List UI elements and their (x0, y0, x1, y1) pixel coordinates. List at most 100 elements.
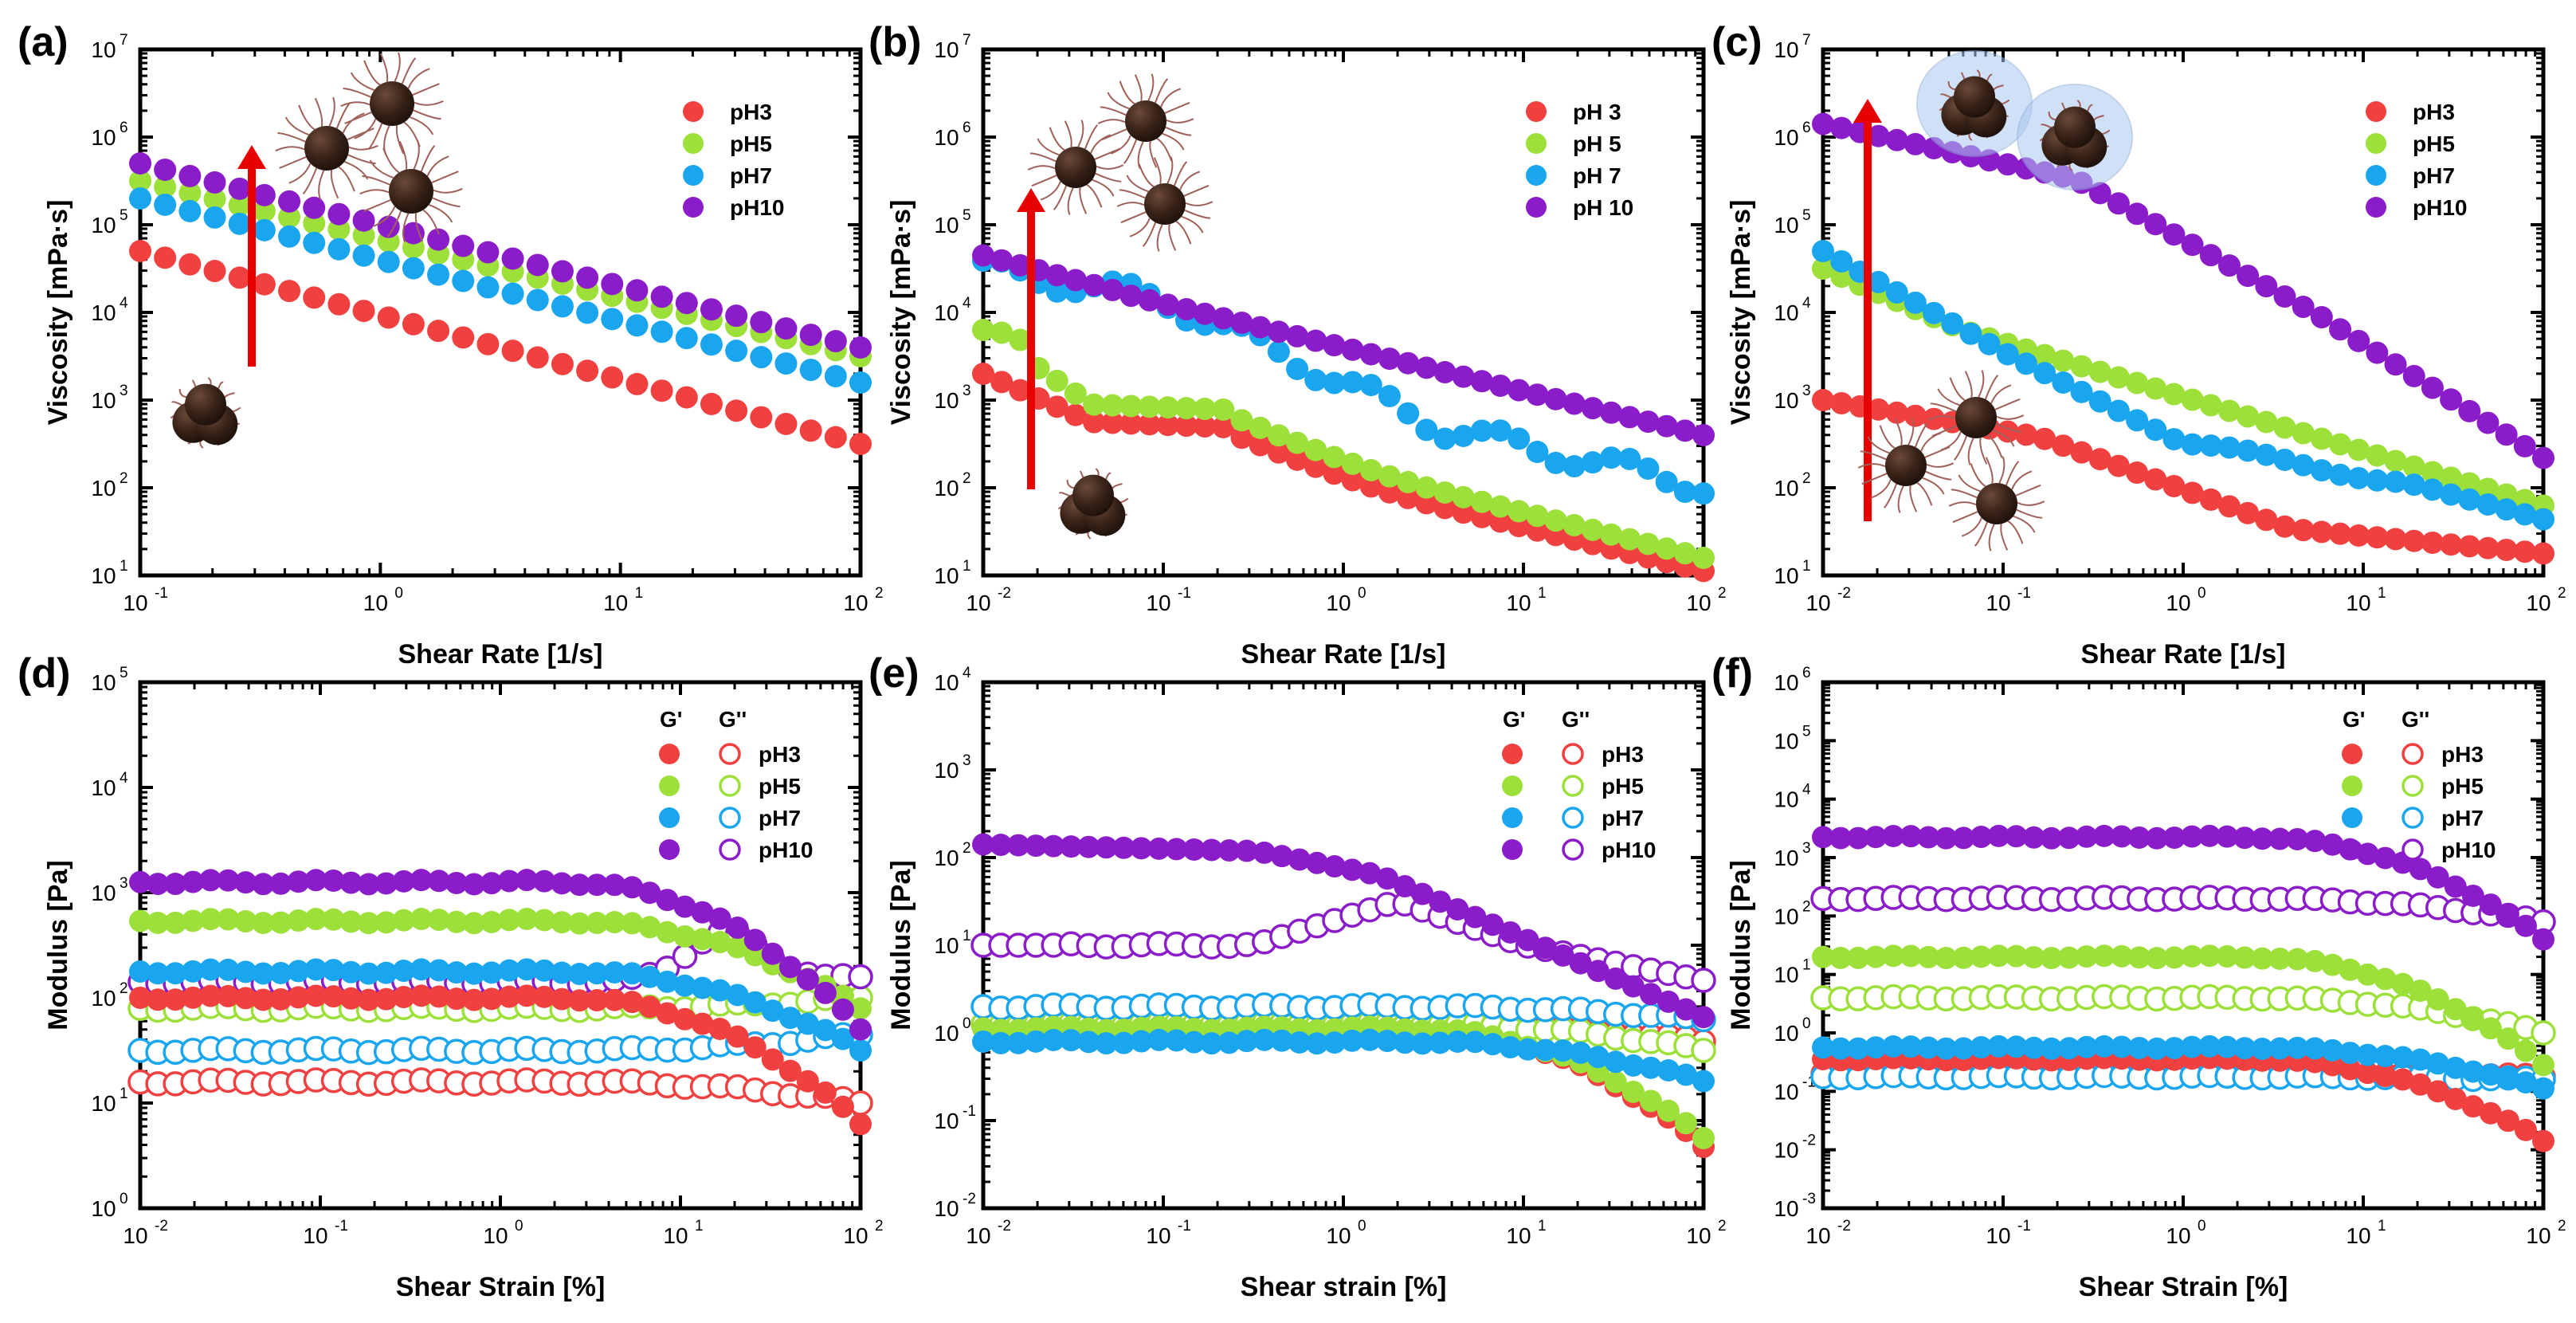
data-point (129, 960, 151, 983)
data-point (1194, 398, 1217, 421)
data-point (603, 961, 626, 984)
data-point (1864, 1036, 1888, 1059)
data-point (2237, 405, 2260, 428)
data-point (1378, 481, 1401, 504)
data-point (1341, 469, 1364, 492)
y-tick-label: 10 (934, 563, 959, 588)
data-point (778, 1059, 802, 1082)
data-point (1433, 497, 1457, 520)
series-pH7G (1812, 1034, 2554, 1100)
polymer-chain (1111, 483, 1123, 492)
polymer-chain (426, 155, 449, 177)
legend-marker-open (1562, 775, 1584, 797)
data-point (427, 263, 450, 286)
data-point (234, 910, 257, 933)
data-point (1674, 1063, 1697, 1086)
data-point (1673, 419, 1696, 442)
polymer-chain (1916, 481, 1933, 506)
data-point (824, 330, 847, 353)
data-point (849, 997, 872, 1020)
legend-marker (683, 197, 704, 218)
data-point (154, 175, 177, 198)
data-point (2092, 824, 2115, 847)
polymer-chain (275, 146, 305, 152)
data-point (1286, 324, 1309, 347)
data-point (1429, 890, 1452, 913)
data-point (304, 869, 327, 892)
x-tick-label: 10 (2346, 1223, 2370, 1248)
polymer-chain (1040, 181, 1061, 201)
data-point (2237, 265, 2260, 288)
data-point (1411, 1032, 1434, 1055)
x-tick-label: 10 (1506, 1223, 1531, 1248)
x-tick-exponent: -2 (155, 1218, 168, 1235)
y-tick-exponent: 0 (1802, 1015, 1811, 1032)
x-tick-label: 10 (1806, 1223, 1830, 1248)
data-point (445, 871, 468, 894)
data-point (2292, 453, 2315, 477)
polymer-chain (1147, 73, 1155, 101)
y-tick-exponent: 4 (120, 295, 128, 312)
data-point (675, 292, 698, 315)
data-point (1534, 1038, 1557, 1062)
data-point (1900, 944, 1923, 968)
legend-marker-open (1562, 838, 1584, 861)
data-point (586, 873, 609, 897)
y-axis-label: Viscosity [mPa·s] (886, 200, 916, 426)
data-point (1286, 448, 1309, 471)
data-point (2329, 318, 2352, 341)
data-point (1411, 882, 1434, 905)
data-point (700, 298, 723, 321)
legend-label: pH3 (2441, 742, 2484, 767)
data-point (2479, 1101, 2502, 1125)
data-point (2532, 446, 2554, 469)
data-point (2075, 945, 2098, 968)
panel-label: (d) (18, 650, 70, 697)
y-tick-label: 10 (1774, 904, 1798, 928)
data-point (1174, 397, 1198, 420)
data-point (2022, 946, 2045, 969)
data-point (178, 253, 202, 276)
data-point (1569, 1041, 1592, 1064)
red-arrow-head (1853, 99, 1882, 123)
data-point (228, 177, 251, 200)
data-point (673, 925, 696, 948)
polymer-chain (431, 171, 459, 184)
data-point (1489, 374, 1512, 397)
data-point (1464, 1031, 1487, 1054)
data-point (1935, 826, 1958, 850)
data-point (2126, 371, 2149, 395)
data-point (1621, 975, 1645, 998)
x-tick-label: 10 (966, 1223, 990, 1248)
data-point (1212, 307, 1235, 330)
legend-marker (1526, 101, 1547, 122)
data-point (1305, 1032, 1328, 1055)
y-tick-label: 10 (1774, 728, 1798, 753)
data-point (2292, 519, 2315, 542)
legend-marker-filled (2342, 807, 2362, 828)
data-point (1639, 1056, 1662, 1079)
series-pH10G (1812, 824, 2554, 951)
polymer-chain (1181, 215, 1204, 234)
data-point (2532, 928, 2554, 951)
legend-label: pH7 (2413, 163, 2455, 188)
data-point (1812, 826, 1834, 849)
data-point (339, 960, 363, 983)
data-point (1323, 462, 1346, 485)
data-point (1917, 1036, 1940, 1059)
polymer-chain (1031, 175, 1057, 187)
data-point (392, 960, 415, 983)
y-tick-exponent: 1 (120, 558, 128, 575)
x-tick-label: 10 (1686, 591, 1711, 615)
y-tick-label: 10 (934, 670, 959, 695)
y-tick-exponent: 6 (1802, 120, 1811, 136)
polymer-chain (348, 144, 378, 151)
data-point (1253, 841, 1276, 864)
y-tick-label: 10 (91, 1091, 116, 1116)
polymer-chain (1883, 483, 1898, 508)
data-point (533, 959, 556, 982)
x-tick-label: 10 (663, 1223, 688, 1248)
polymer-chain (1985, 457, 1994, 484)
y-tick-exponent: 6 (1802, 665, 1811, 681)
legend-marker (2366, 101, 2386, 122)
